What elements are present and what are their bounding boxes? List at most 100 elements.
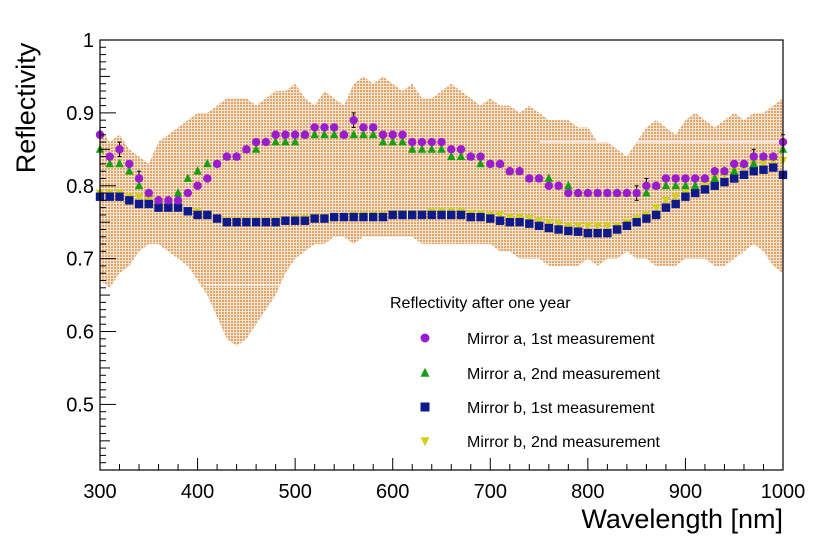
data-point	[203, 174, 212, 183]
legend-label-mirror-a-2nd: Mirror a, 2nd measurement	[467, 366, 661, 383]
data-point	[173, 203, 183, 212]
data-point	[437, 137, 446, 147]
data-point	[525, 174, 534, 183]
data-point	[759, 165, 768, 174]
data-point	[447, 210, 456, 220]
data-point	[125, 166, 134, 175]
data-point	[447, 151, 456, 161]
data-point	[310, 214, 319, 223]
legend-marker-2	[420, 367, 430, 377]
data-point	[544, 223, 554, 233]
legend-label-mirror-b-1st: Mirror b, 1st measurement	[467, 400, 655, 417]
data-point	[671, 199, 680, 209]
data-point	[593, 228, 602, 238]
x-tick-label: 600	[376, 481, 409, 503]
data-point	[203, 158, 212, 168]
data-point	[564, 226, 573, 236]
data-point	[690, 180, 700, 190]
data-point	[476, 152, 485, 161]
data-point	[144, 199, 153, 209]
data-point	[408, 210, 417, 220]
data-point	[251, 218, 261, 227]
legend-marker-3	[420, 402, 430, 412]
data-point	[739, 170, 749, 180]
data-point	[154, 203, 163, 212]
data-point	[261, 218, 271, 227]
data-point	[447, 145, 456, 154]
y-tick-label: 0.9	[66, 103, 94, 125]
legend-marker-4	[420, 437, 430, 447]
data-point	[417, 137, 427, 147]
data-point	[456, 151, 466, 161]
data-point	[769, 159, 778, 168]
y-tick-label: 0.6	[66, 322, 94, 344]
data-point	[222, 152, 232, 161]
data-point	[437, 210, 446, 220]
x-tick-label: 800	[571, 481, 604, 503]
data-point	[115, 158, 124, 168]
data-point	[564, 180, 573, 190]
data-point	[486, 159, 495, 169]
data-point	[359, 129, 368, 139]
data-point	[134, 180, 144, 190]
data-point	[749, 152, 758, 161]
series-3	[95, 163, 788, 238]
axes: 300 400 500 600 700 800 900 1000 0.5 0.6 0.7 0.8 0.9…	[66, 30, 805, 503]
data-point	[329, 123, 339, 132]
plot-frame	[99, 39, 784, 471]
data-point	[281, 216, 290, 225]
data-point	[369, 212, 378, 222]
data-point	[759, 160, 768, 169]
data-point	[495, 159, 505, 169]
data-markers	[95, 115, 788, 238]
data-point	[271, 130, 280, 139]
data-point	[525, 219, 534, 228]
data-point	[232, 218, 241, 227]
data-point	[173, 188, 183, 197]
data-point	[466, 152, 475, 161]
data-point	[739, 159, 749, 169]
data-point	[642, 188, 651, 197]
data-point	[388, 130, 397, 139]
data-point	[720, 177, 729, 187]
data-point	[622, 188, 632, 198]
legend-symbols	[420, 333, 430, 447]
data-point	[593, 188, 602, 198]
data-point	[603, 188, 612, 198]
data-point	[320, 214, 329, 223]
data-point	[661, 196, 671, 206]
data-point	[651, 181, 661, 190]
data-point	[661, 180, 671, 190]
data-point	[632, 188, 641, 198]
data-point	[612, 225, 622, 234]
data-point	[466, 212, 475, 222]
data-point	[242, 218, 251, 227]
data-point	[486, 214, 495, 223]
data-point	[573, 227, 583, 236]
data-point	[573, 222, 583, 231]
data-point	[281, 137, 290, 146]
data-point	[681, 174, 690, 183]
data-point	[398, 137, 407, 146]
data-point	[300, 130, 310, 139]
data-point	[690, 188, 700, 198]
data-point	[749, 166, 758, 176]
data-point	[378, 212, 388, 222]
data-point	[125, 196, 134, 205]
data-point	[320, 129, 329, 139]
data-point	[369, 129, 378, 139]
data-point	[105, 192, 114, 201]
data-point	[105, 152, 114, 161]
data-point	[359, 212, 368, 222]
data-point	[554, 181, 563, 190]
data-point	[681, 180, 690, 190]
legend-label-mirror-a-1st: Mirror a, 1st measurement	[467, 331, 655, 348]
data-point	[232, 152, 241, 161]
data-point	[349, 212, 358, 222]
data-point	[115, 192, 124, 201]
data-point	[622, 221, 632, 231]
data-point	[427, 137, 436, 147]
data-point	[730, 174, 739, 183]
data-point	[505, 218, 514, 227]
data-point	[671, 180, 680, 190]
